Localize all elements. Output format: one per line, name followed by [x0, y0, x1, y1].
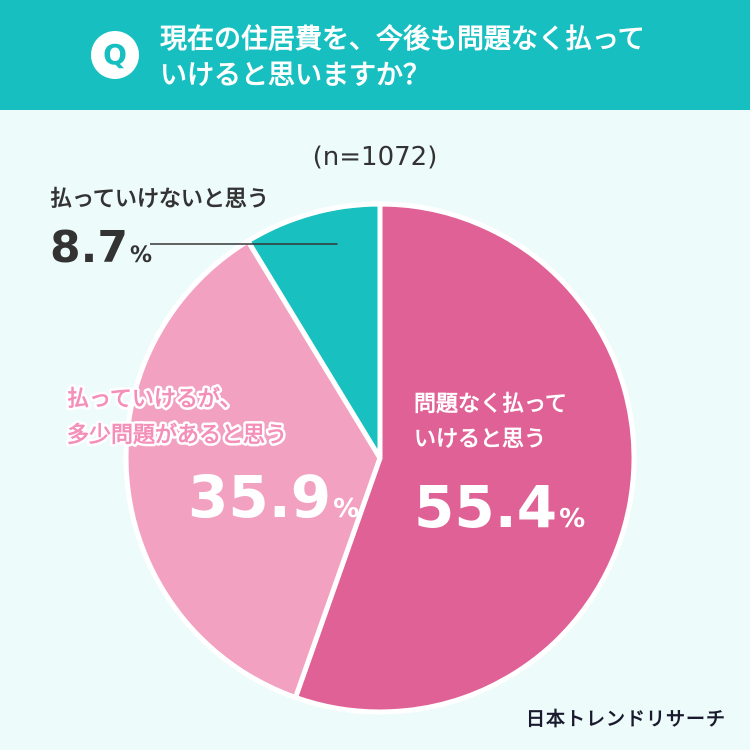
- question-line-1: 現在の住居費を、今後も問題なく払って: [160, 24, 645, 55]
- slice-2-value: 35.9: [188, 463, 331, 531]
- question-badge: Q: [91, 31, 139, 79]
- brand-logo: 日本トレンドリサーチ: [525, 708, 726, 730]
- slice-3-value: 8.7: [50, 222, 128, 273]
- slice-3-value-label: 8.7%: [50, 222, 152, 273]
- slice-3-label-line-1: 払っていけないと思う: [50, 187, 269, 212]
- slice-1-label-line-1: 問題なく払って: [414, 392, 567, 417]
- slice-2-unit: %: [333, 494, 359, 524]
- slice-1-label-line-2: いけると思う: [414, 427, 546, 452]
- slice-1-value-label: 55.4%: [414, 473, 585, 541]
- slice-1-unit: %: [559, 504, 585, 534]
- sample-size: (n=1072): [312, 142, 438, 172]
- question-header: Q 現在の住居費を、今後も問題なく払って いけると思いますか？: [0, 0, 750, 110]
- slice-1-value: 55.4: [414, 473, 557, 541]
- slice-2-label-line-2: 多少問題があると思う: [67, 422, 287, 448]
- question-text: 現在の住居費を、今後も問題なく払って いけると思いますか？: [160, 22, 720, 94]
- slice-2-value-label: 35.9%: [188, 463, 359, 531]
- slice-3-unit: %: [130, 243, 152, 268]
- pie-slice-3: [245, 201, 383, 461]
- question-line-2: いけると思いますか？: [160, 60, 430, 91]
- slice-2-label-line-1: 払っていけるが、: [67, 386, 241, 412]
